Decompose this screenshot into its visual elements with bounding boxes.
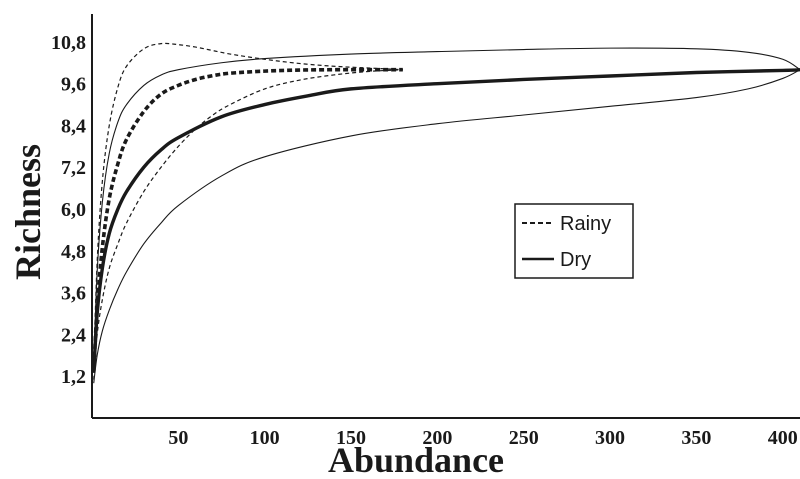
rainy-upper-bound-line [93,42,403,366]
x-tick-label: 300 [595,427,625,449]
x-tick-label: 400 [768,427,798,449]
y-tick-label: 6,0 [61,199,86,221]
legend-dry-label: Dry [560,249,591,271]
y-tick-label: 3,6 [61,283,86,305]
y-tick-label: 2,4 [61,324,86,346]
dry-upper-bound-line [93,47,800,366]
x-tick-label: 200 [422,427,452,449]
y-tick-label: 8,4 [61,115,86,137]
y-tick-label: 9,6 [61,74,86,96]
y-tick-label: 4,8 [61,241,86,263]
plot-area [91,42,800,384]
dry-lower-bound-line [93,69,800,384]
x-tick-label: 50 [168,427,188,449]
x-tick-label: 250 [509,427,539,449]
legend-box [514,203,634,279]
dry-estimate-line [92,68,800,373]
y-tick-label: 7,2 [61,157,86,179]
x-tick-label: 350 [681,427,711,449]
x-axis-title: Abundance [328,440,504,479]
legend-rainy-label: Rainy [560,213,611,235]
rainy-estimate-line [91,67,403,373]
y-axis-title: Richness [8,144,48,280]
x-tick-label: 100 [250,427,280,449]
legend: Rainy Dry [514,203,634,279]
rainy-lower-bound-line [93,69,403,380]
y-tick-label: 1,2 [61,366,86,388]
axes [91,14,800,419]
x-tick-label: 150 [336,427,366,449]
y-tick-label: 10,8 [51,32,86,54]
tick-labels: 50 100 150 200 250 300 350 400 1,2 2,4 3,6 4,8 6,0 7,… [51,32,798,449]
